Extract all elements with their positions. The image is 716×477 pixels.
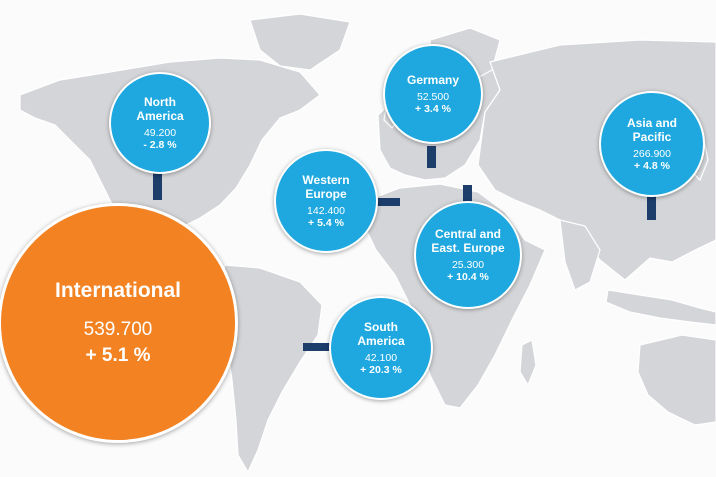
region-change: + 10.4 %	[447, 271, 489, 283]
international-value: 539.700	[83, 319, 153, 340]
land-madagascar	[519, 339, 537, 387]
connector-south-america	[303, 343, 331, 351]
bubble-western-europe: Western Europe 142.400 + 5.4 %	[274, 149, 378, 253]
region-name: Asia and Pacific	[626, 116, 677, 144]
region-change: + 5.4 %	[308, 217, 344, 229]
land-south-america	[219, 264, 323, 474]
bubble-south-america: South America 42.100 + 20.3 %	[329, 296, 433, 400]
connector-western-europe	[376, 198, 400, 206]
region-name: South America	[357, 320, 405, 348]
region-name: Germany	[406, 73, 460, 87]
connector-north-america	[153, 173, 162, 200]
region-value: 42.100	[364, 352, 398, 364]
region-value: 49.200	[143, 127, 177, 139]
region-name: North America	[136, 95, 184, 123]
bubble-international: International 539.700 + 5.1 %	[0, 203, 238, 443]
bubble-north-america: North America 49.200 - 2.8 %	[109, 72, 211, 174]
bubble-central-east-europe: Central and East. Europe 25.300 + 10.4 %	[414, 201, 522, 309]
connector-central-east-europe	[463, 185, 472, 205]
land-india	[559, 219, 601, 291]
region-value: 266.900	[633, 148, 671, 160]
connector-germany	[427, 146, 436, 168]
international-change: + 5.1 %	[85, 345, 151, 366]
bubble-germany: Germany 52.500 + 3.4 %	[383, 44, 483, 144]
region-change: + 20.3 %	[360, 364, 402, 376]
region-change: + 3.4 %	[415, 103, 451, 115]
region-name: Western Europe	[302, 173, 350, 201]
land-indonesia	[605, 289, 716, 326]
region-change: - 2.8 %	[143, 139, 177, 151]
international-name: International	[54, 279, 181, 302]
region-value: 142.400	[307, 205, 345, 217]
region-value: 52.500	[416, 91, 450, 103]
bubble-asia-pacific: Asia and Pacific 266.900 + 4.8 %	[599, 91, 705, 197]
region-value: 25.300	[451, 259, 485, 271]
land-australia	[637, 334, 716, 426]
region-name: Central and East. Europe	[431, 227, 505, 255]
connector-asia-pacific	[647, 192, 656, 220]
land-greenland	[249, 13, 351, 71]
region-change: + 4.8 %	[634, 160, 670, 172]
